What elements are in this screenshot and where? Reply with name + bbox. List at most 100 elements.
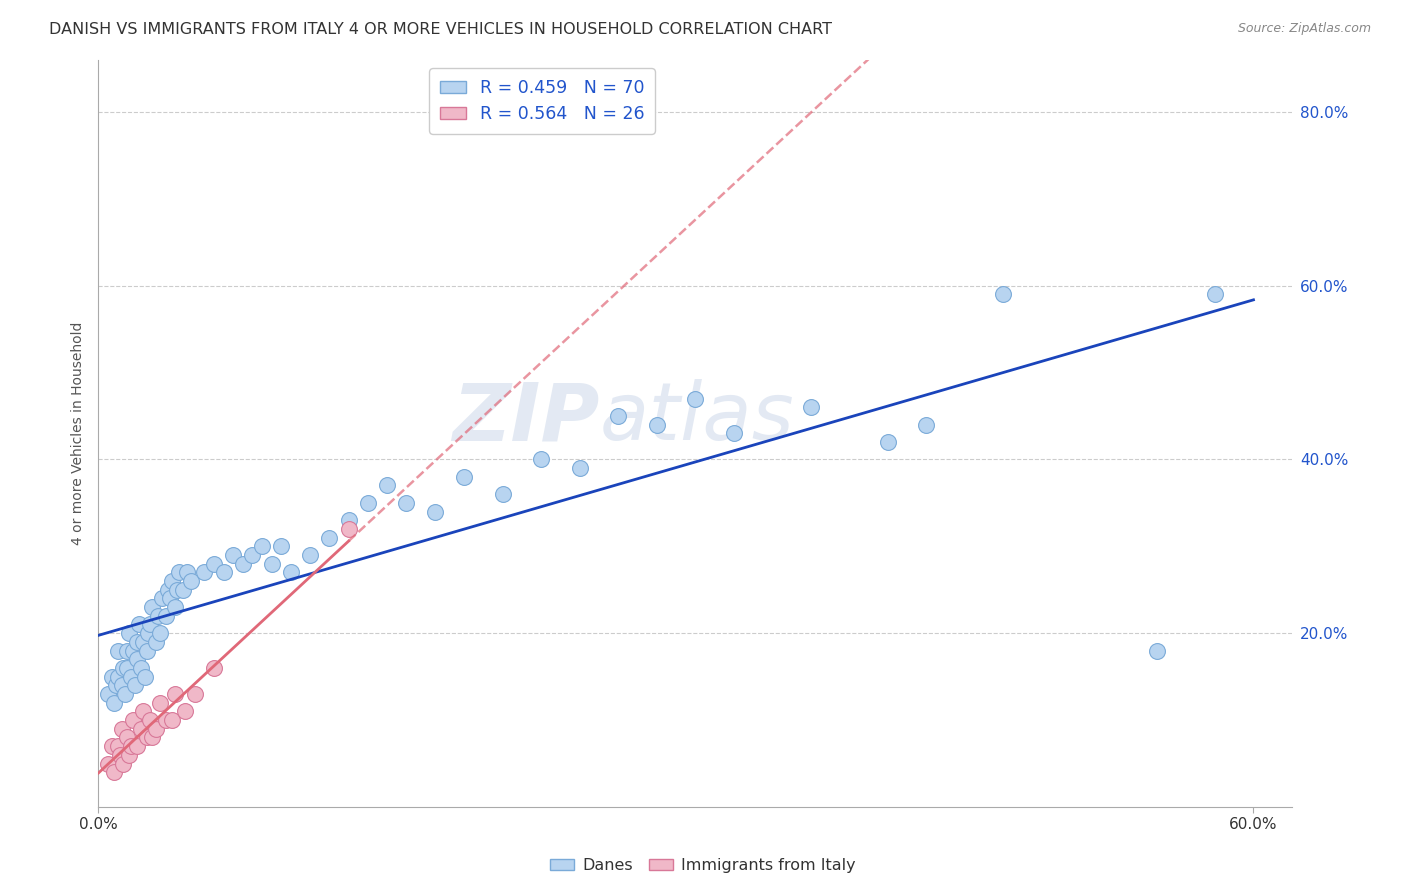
Point (453, 469, 475, 483)
Point (141, 731, 163, 745)
Point (117, 731, 139, 745)
Point (166, 582, 188, 597)
Point (492, 487, 515, 501)
Point (357, 496, 380, 510)
Point (135, 643, 157, 657)
Point (139, 617, 162, 632)
Point (101, 739, 124, 753)
Point (299, 548, 322, 562)
Point (132, 635, 155, 649)
Point (876, 434, 898, 449)
Point (395, 496, 418, 510)
Point (132, 705, 155, 719)
Point (145, 635, 167, 649)
Point (159, 591, 181, 606)
Point (683, 392, 706, 406)
Point (250, 539, 273, 553)
Point (108, 747, 131, 762)
Point (280, 566, 302, 580)
Point (141, 600, 163, 615)
Point (1204, 287, 1226, 301)
Point (165, 600, 187, 615)
Point (110, 678, 132, 692)
Point (117, 643, 139, 657)
Text: ZIP: ZIP (453, 379, 600, 458)
Point (723, 426, 745, 441)
Point (800, 401, 823, 415)
Point (160, 574, 183, 588)
Point (145, 722, 167, 736)
Text: atlas: atlas (600, 379, 794, 458)
Point (165, 687, 187, 701)
Point (176, 566, 198, 580)
Point (139, 713, 162, 727)
Point (122, 643, 145, 657)
Point (129, 722, 152, 736)
Point (107, 670, 129, 684)
Point (118, 747, 141, 762)
Point (97, 756, 120, 771)
Point (530, 452, 553, 467)
Point (270, 539, 292, 553)
Point (260, 557, 283, 571)
Point (125, 652, 148, 666)
Point (103, 765, 125, 780)
Point (149, 626, 172, 640)
Point (146, 608, 169, 623)
Point (128, 617, 150, 632)
Point (125, 635, 148, 649)
Legend: R = 0.459   N = 70, R = 0.564   N = 26: R = 0.459 N = 70, R = 0.564 N = 26 (429, 69, 655, 134)
Point (202, 661, 225, 675)
Point (135, 731, 157, 745)
Point (124, 678, 146, 692)
Point (607, 409, 630, 423)
Point (337, 513, 360, 527)
Point (149, 696, 172, 710)
Point (107, 739, 129, 753)
Point (120, 670, 142, 684)
Point (155, 608, 177, 623)
Point (118, 626, 141, 640)
Point (568, 461, 591, 475)
Point (318, 531, 340, 545)
Point (125, 739, 148, 753)
Point (114, 687, 136, 701)
Point (160, 713, 183, 727)
Point (97, 687, 120, 701)
Point (232, 557, 254, 571)
Y-axis label: 4 or more Vehicles in Household: 4 or more Vehicles in Household (72, 322, 86, 545)
Point (117, 661, 139, 675)
Point (172, 582, 194, 597)
Point (122, 713, 145, 727)
Point (1146, 643, 1168, 657)
Point (107, 643, 129, 657)
Text: Source: ZipAtlas.com: Source: ZipAtlas.com (1237, 22, 1371, 36)
Point (112, 661, 135, 675)
Legend: Danes, Immigrants from Italy: Danes, Immigrants from Italy (544, 852, 862, 880)
Point (645, 417, 668, 432)
Point (120, 739, 142, 753)
Point (103, 696, 125, 710)
Point (174, 705, 197, 719)
Point (337, 522, 360, 536)
Point (134, 670, 156, 684)
Point (129, 661, 152, 675)
Point (155, 713, 177, 727)
Point (915, 417, 938, 432)
Point (212, 566, 235, 580)
Point (425, 504, 447, 518)
Point (156, 582, 179, 597)
Point (150, 591, 173, 606)
Text: DANISH VS IMMIGRANTS FROM ITALY 4 OR MORE VEHICLES IN HOUSEHOLD CORRELATION CHAR: DANISH VS IMMIGRANTS FROM ITALY 4 OR MOR… (49, 22, 832, 37)
Point (169, 566, 191, 580)
Point (193, 566, 215, 580)
Point (375, 478, 398, 492)
Point (180, 574, 202, 588)
Point (138, 626, 160, 640)
Point (104, 678, 127, 692)
Point (242, 548, 264, 562)
Point (112, 756, 135, 771)
Point (101, 670, 124, 684)
Point (202, 557, 225, 571)
Point (222, 548, 245, 562)
